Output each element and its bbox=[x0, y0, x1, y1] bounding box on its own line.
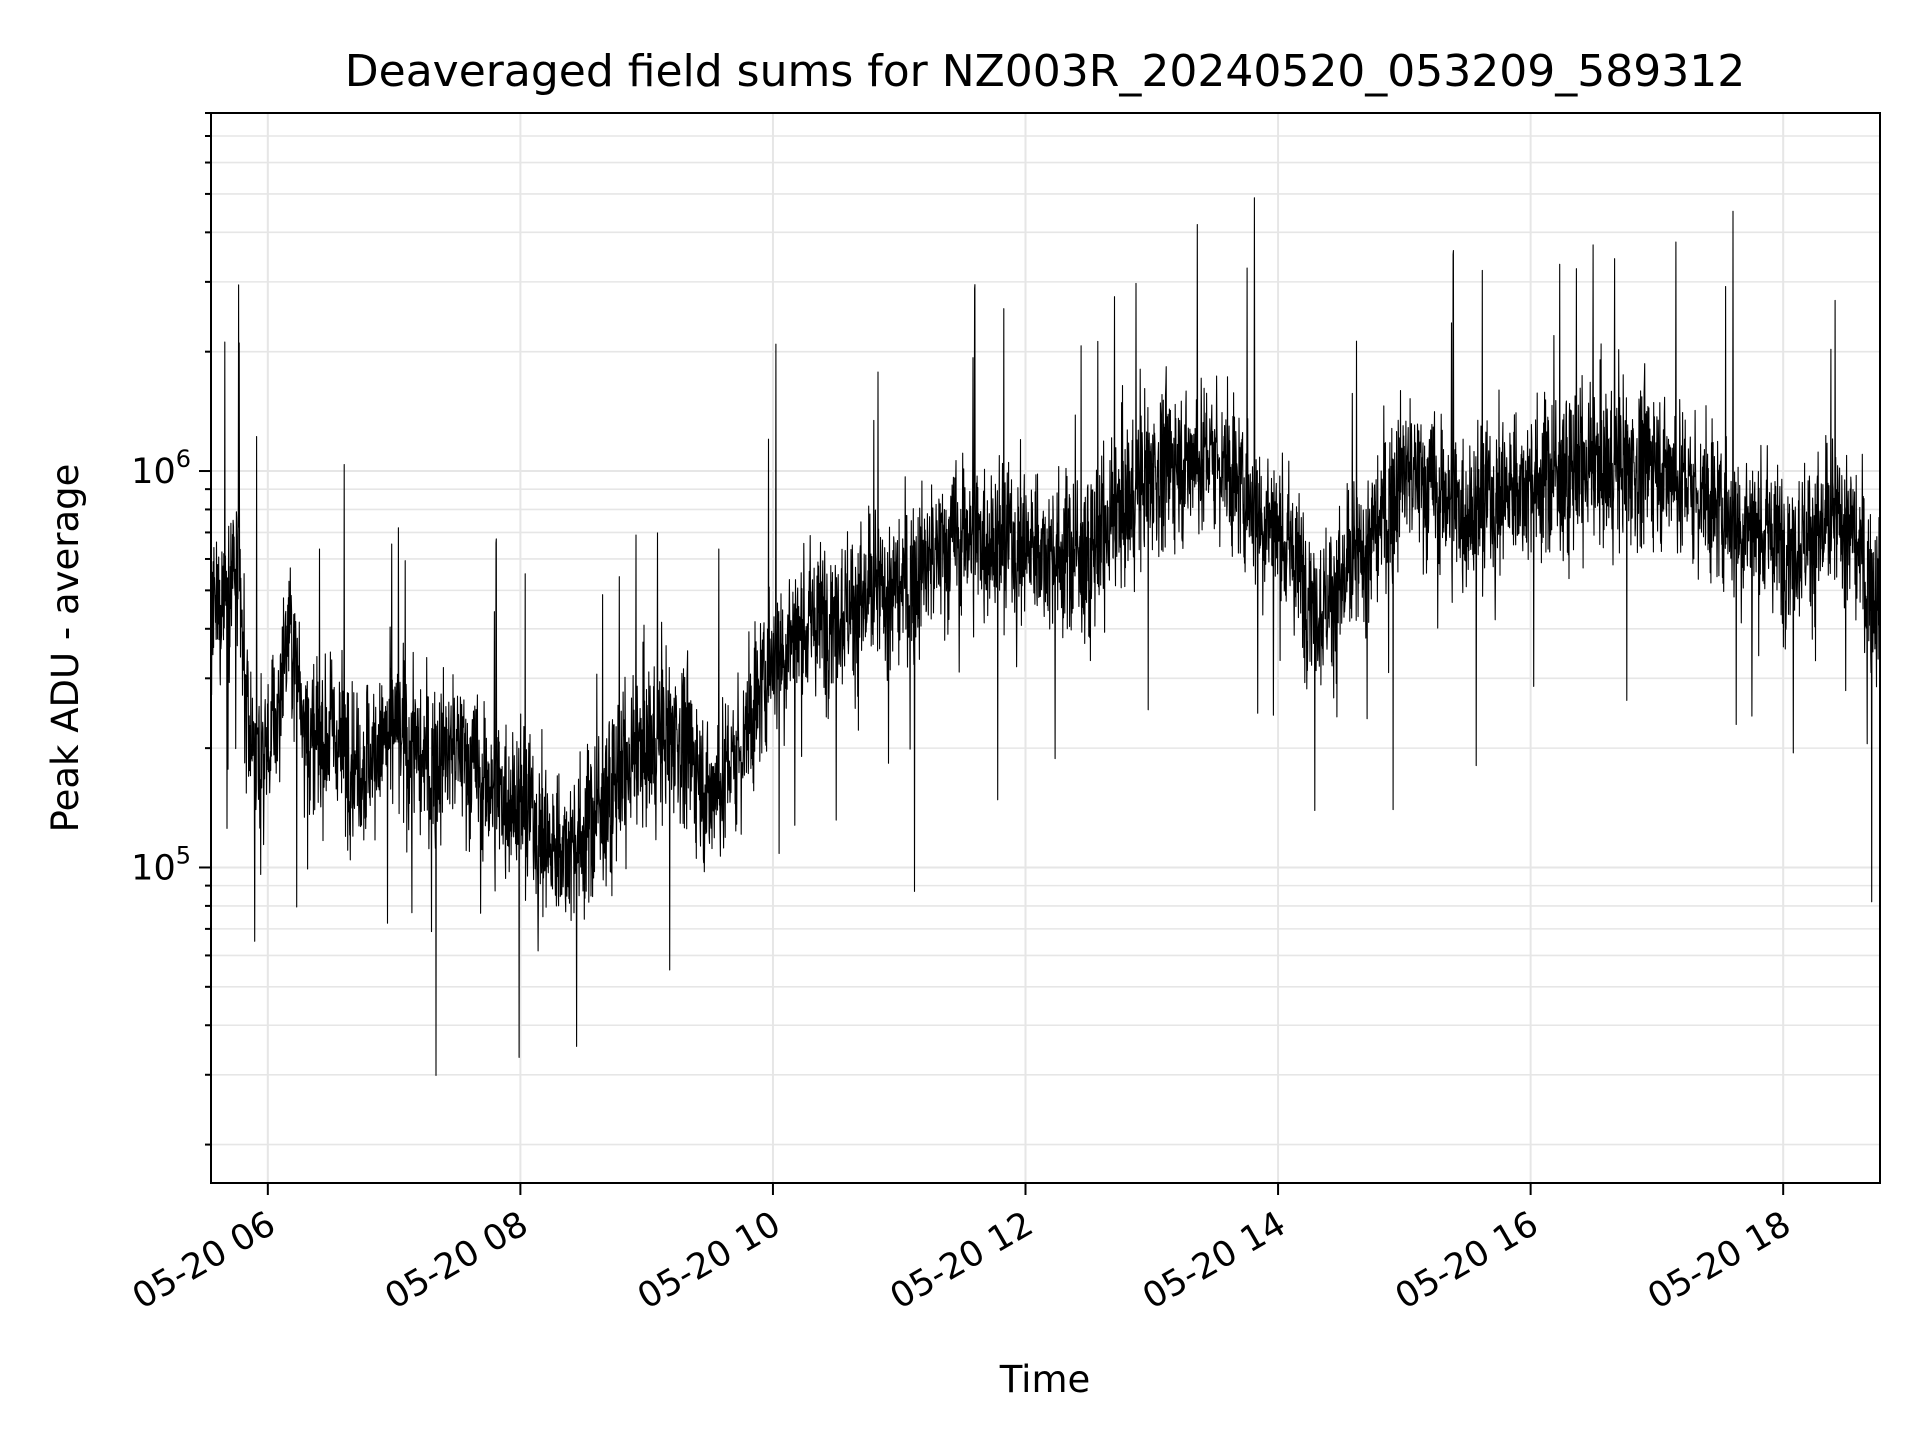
plot-area-frame bbox=[210, 112, 1881, 1184]
chart-title: Deaveraged field sums for NZ003R_2024052… bbox=[345, 46, 1745, 97]
y-axis-label: Peak ADU - average bbox=[44, 464, 87, 833]
x-axis-label: Time bbox=[999, 1358, 1091, 1401]
y-tick-label: 105 bbox=[131, 841, 191, 888]
y-tick-label: 106 bbox=[131, 445, 191, 492]
grid bbox=[211, 112, 1880, 1183]
series-line-group bbox=[210, 197, 1881, 1076]
series-line bbox=[210, 197, 1881, 1076]
